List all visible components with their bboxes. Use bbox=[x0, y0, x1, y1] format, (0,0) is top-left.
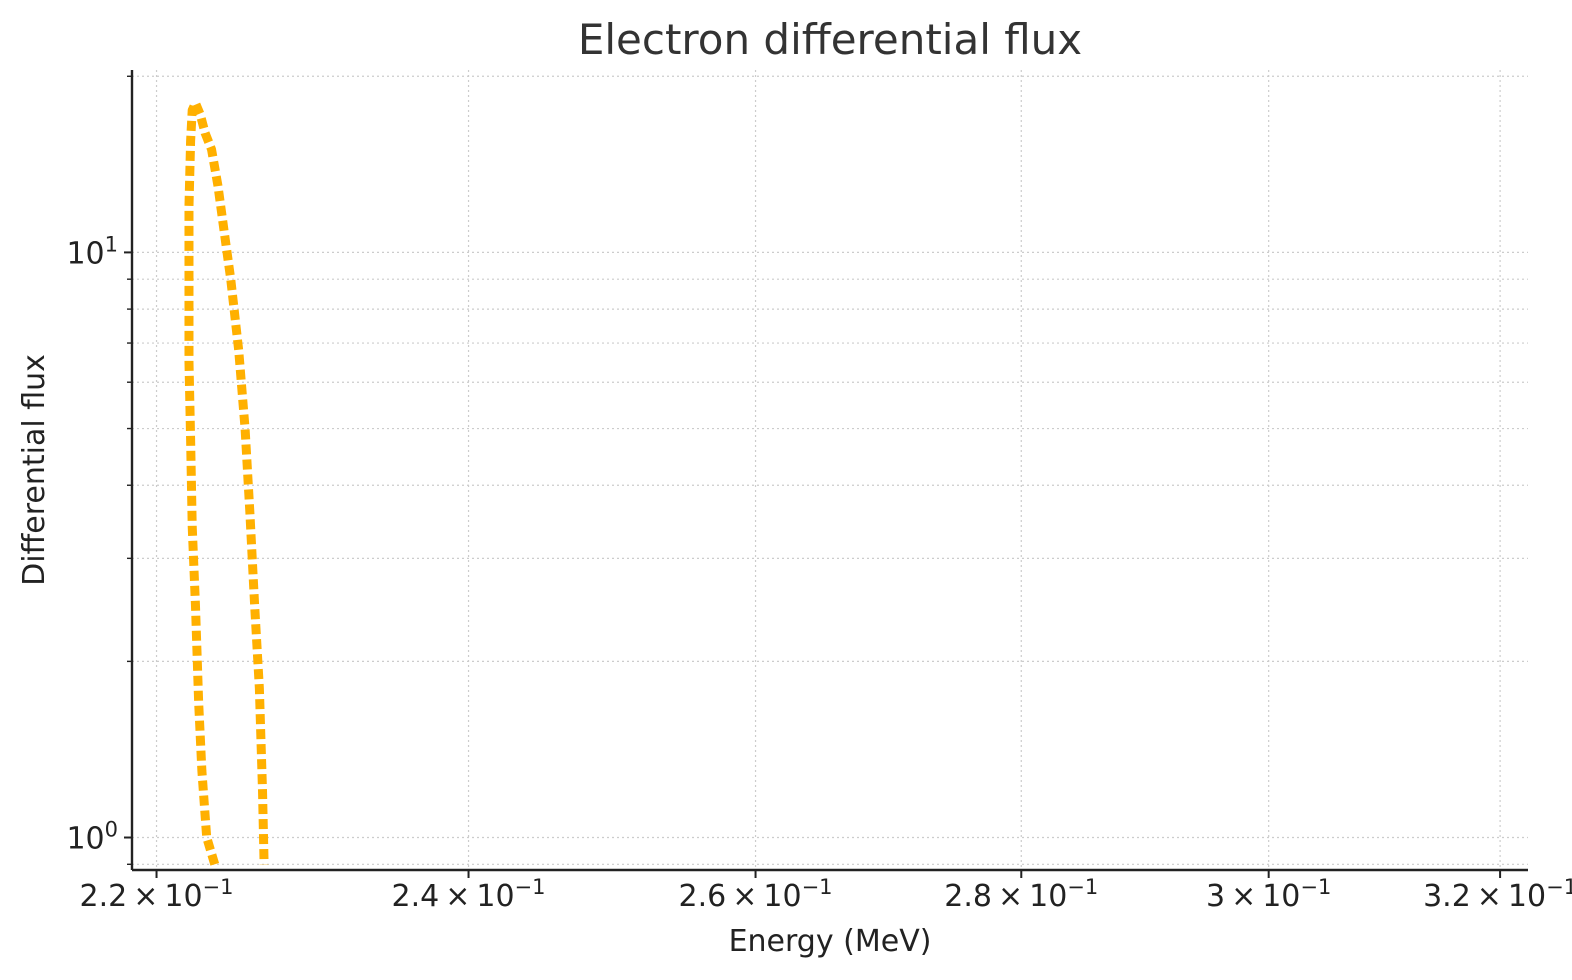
x-axis-label: Energy (MeV) bbox=[729, 924, 932, 959]
y-tick-label: 100 bbox=[66, 818, 118, 857]
x-tick-label: 2.2 × 10−1 bbox=[80, 875, 234, 914]
y-tick-label: 101 bbox=[66, 232, 118, 271]
chart-title: Electron differential flux bbox=[578, 15, 1082, 64]
axes bbox=[124, 70, 1528, 878]
x-tick-label: 3.2 × 10−1 bbox=[1423, 875, 1572, 914]
y-axis-label: Differential flux bbox=[17, 354, 52, 586]
grid bbox=[132, 70, 1528, 870]
x-tick-label: 2.8 × 10−1 bbox=[944, 875, 1098, 914]
series-layer bbox=[184, 98, 269, 866]
x-tick-label: 2.6 × 10−1 bbox=[679, 875, 833, 914]
x-tick-label: 2.4 × 10−1 bbox=[392, 875, 546, 914]
x-tick-label: 3 × 10−1 bbox=[1206, 875, 1331, 914]
tick-labels: 2.2 × 10−1 2.4 × 10−1 2.6 × 10−1 2.8 × 10−1… bbox=[66, 232, 1572, 914]
flux-series-line bbox=[184, 98, 269, 866]
